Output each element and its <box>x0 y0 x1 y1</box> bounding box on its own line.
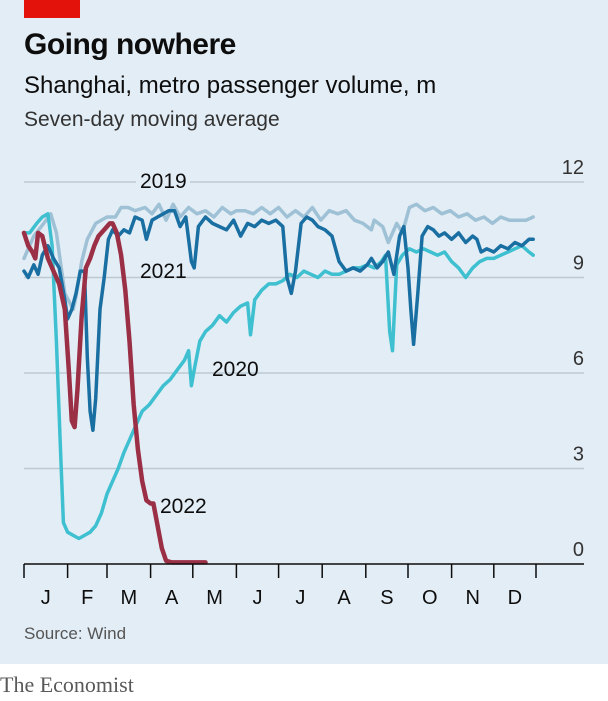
y-tick-label: 0 <box>573 539 584 561</box>
x-tick-label: O <box>422 587 438 609</box>
y-tick-label: 9 <box>573 253 584 275</box>
x-tick-label: D <box>508 587 522 609</box>
x-tick-label: N <box>465 587 479 609</box>
annotation-2019: 2019 <box>140 170 187 193</box>
chart-subtitle: Shanghai, metro passenger volume, m <box>24 72 437 99</box>
chart-title: Going nowhere <box>24 28 236 61</box>
annotation-2022: 2022 <box>160 495 207 518</box>
series-line-2021 <box>22 208 535 433</box>
chart-panel <box>0 0 608 664</box>
x-tick-label: S <box>380 587 393 609</box>
annotations: 2019 2021 2020 2022 <box>136 166 259 518</box>
series-lines <box>21 202 535 565</box>
source-note: Source: Wind <box>24 624 127 643</box>
series-line-2019 <box>22 202 535 312</box>
y-tick-label: 6 <box>573 348 584 370</box>
annotation-2021: 2021 <box>140 260 187 283</box>
x-tick-label: A <box>165 587 179 609</box>
annotation-2020: 2020 <box>212 358 259 381</box>
x-tick-label: F <box>81 587 93 609</box>
y-tick-label: 3 <box>573 444 584 466</box>
economist-red-tag <box>24 0 80 18</box>
x-tick-label: J <box>252 587 262 609</box>
annotation-bg <box>136 166 190 193</box>
x-tick-label: A <box>337 587 351 609</box>
series-line-2020 <box>22 212 535 541</box>
y-tick-label: 12 <box>562 157 584 179</box>
x-tick-label: M <box>206 587 223 609</box>
brand-logo-text: The Economist <box>0 672 134 697</box>
chart-measure-note: Seven-day moving average <box>24 108 280 131</box>
y-axis-labels: 0 3 6 9 12 <box>562 157 584 561</box>
x-tick-label: J <box>295 587 305 609</box>
x-tick-label: M <box>120 587 137 609</box>
line-chart: 0 3 6 9 12 2019 2021 2020 2022 J F M A M J J A S O N D <box>21 157 584 609</box>
x-tick-label: J <box>41 587 51 609</box>
series-line-2022 <box>21 221 208 565</box>
